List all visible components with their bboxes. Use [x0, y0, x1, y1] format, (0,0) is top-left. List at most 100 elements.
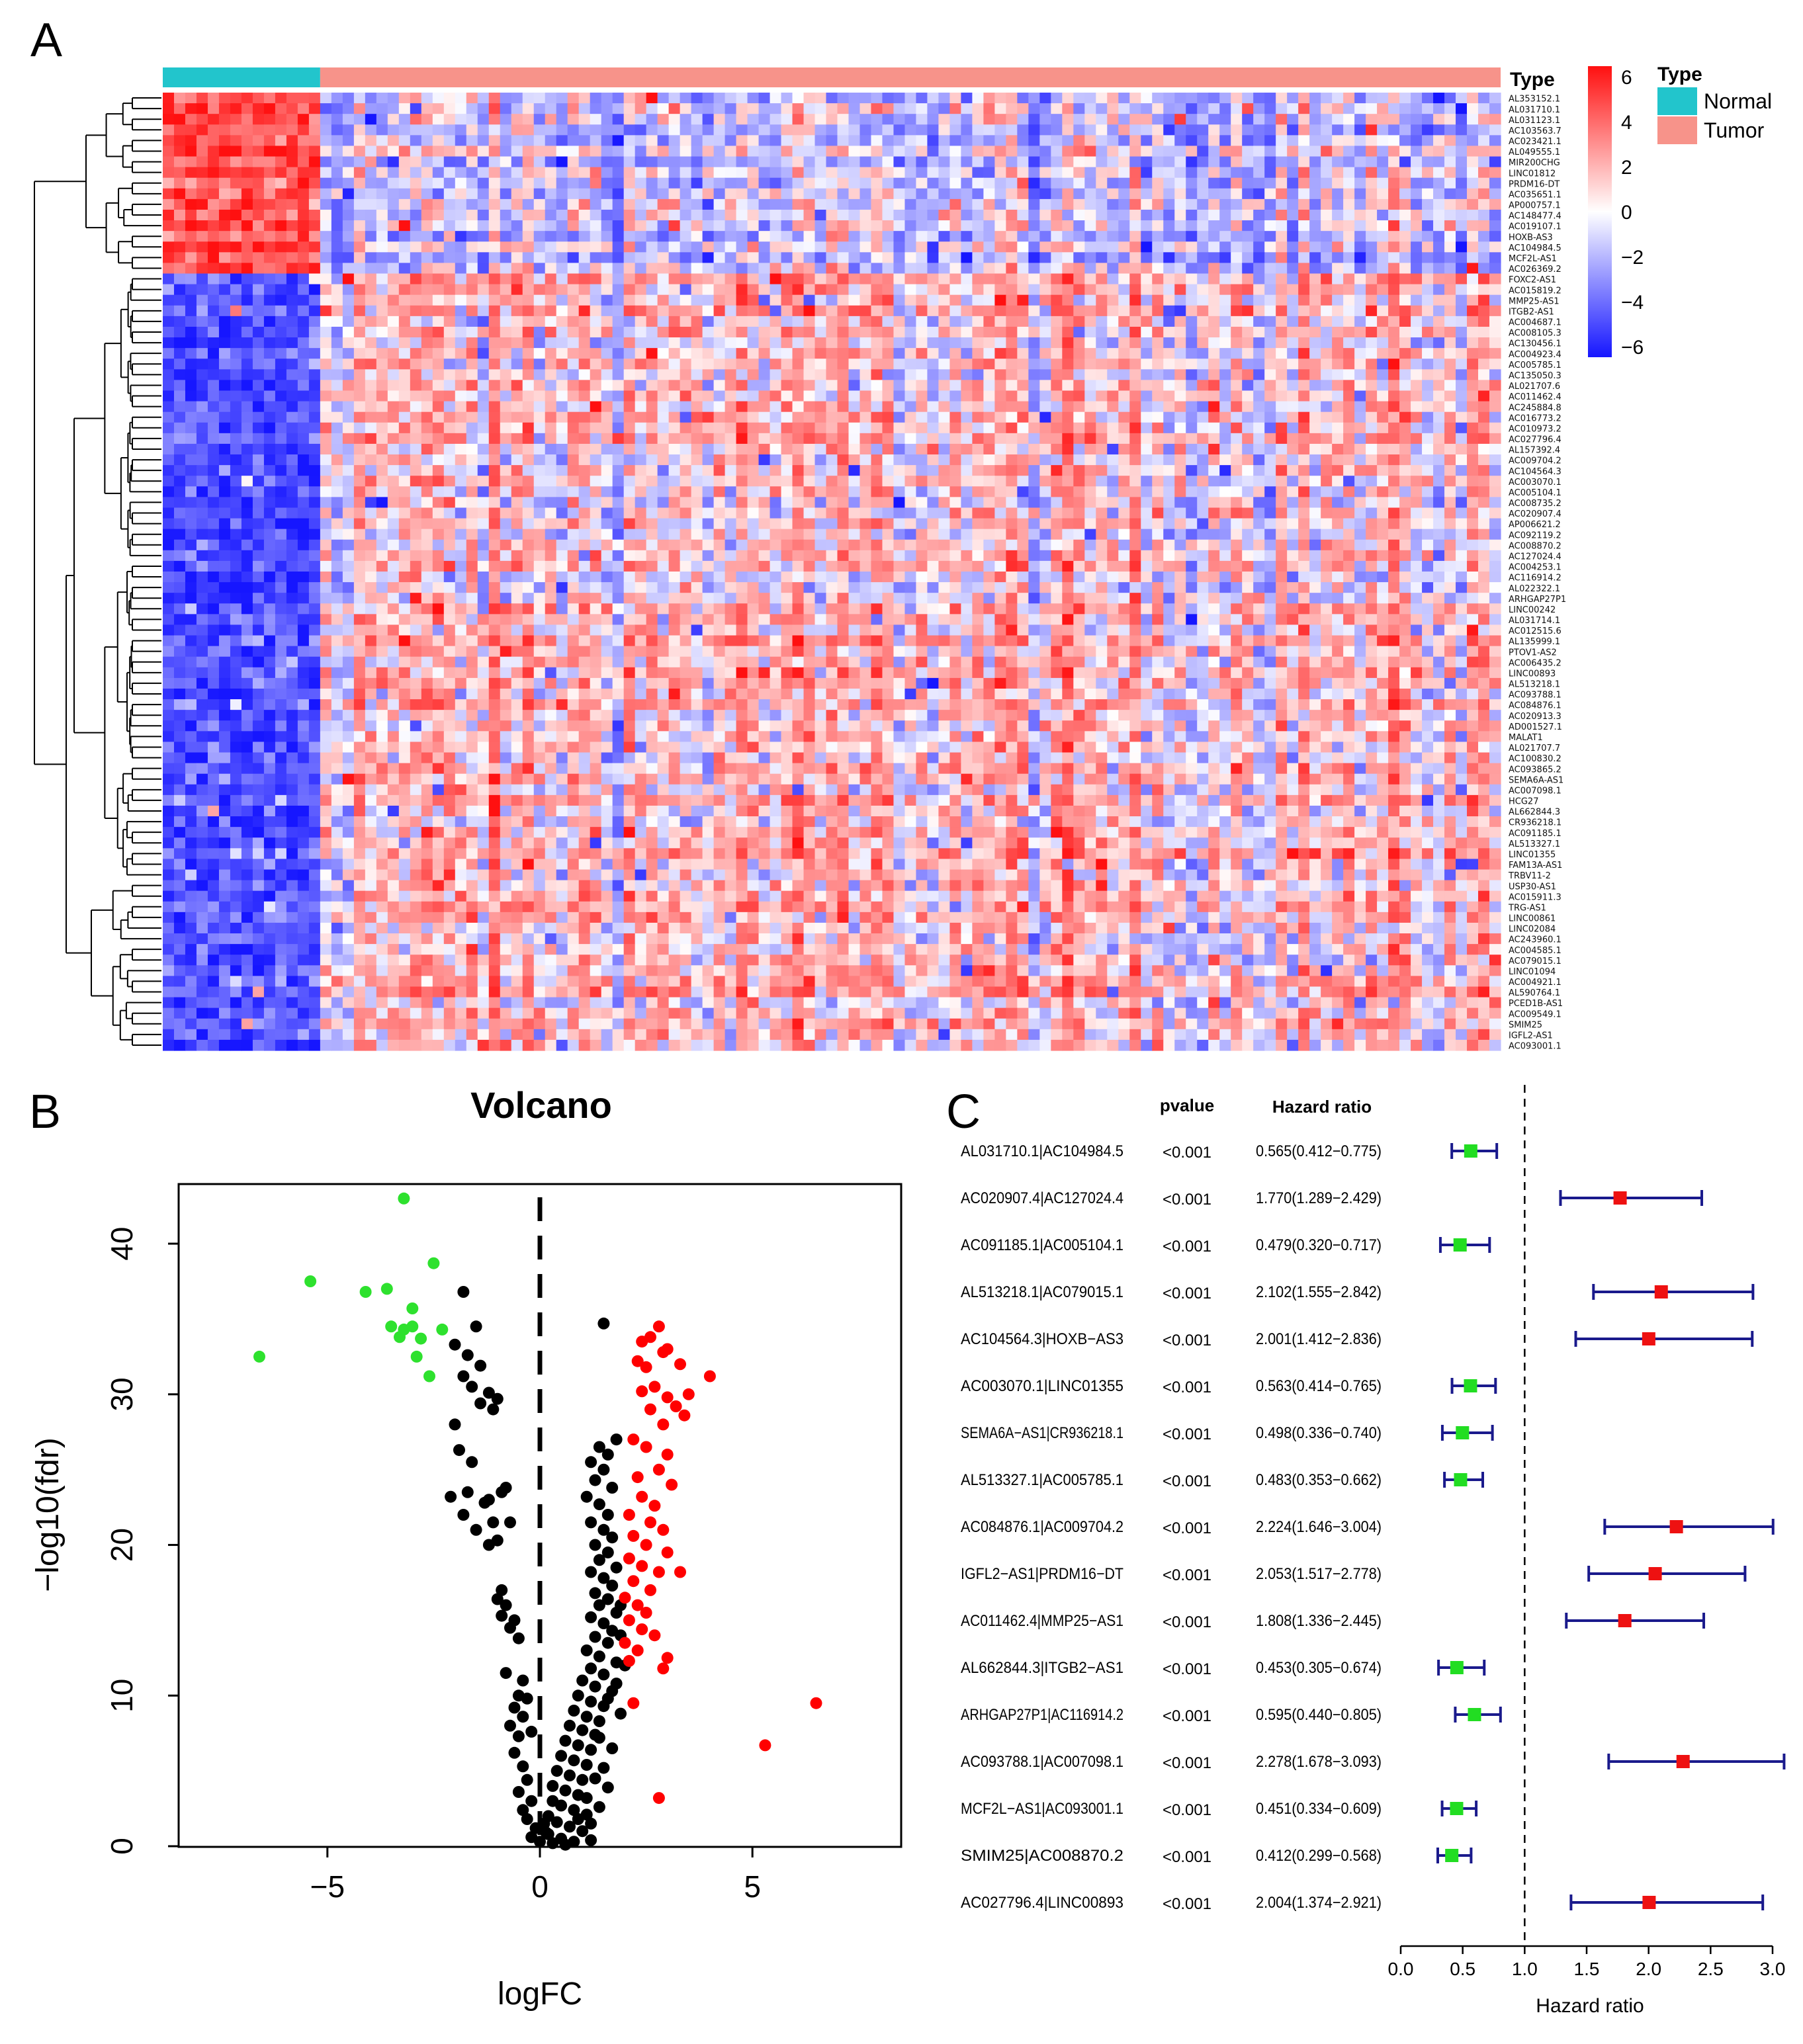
heatmap-cell [275, 326, 287, 338]
heatmap-cell [859, 252, 872, 264]
heatmap-cell [410, 380, 422, 392]
heatmap-cell [1467, 220, 1479, 232]
heatmap-cell [826, 231, 838, 242]
heatmap-cell [601, 380, 613, 392]
heatmap-cell [871, 167, 883, 179]
heatmap-cell [1197, 209, 1209, 221]
heatmap-cell [1152, 348, 1164, 359]
heatmap-cell [432, 465, 445, 476]
heatmap-cell [1163, 294, 1175, 306]
heatmap-cell [1051, 177, 1063, 189]
heatmap-cell [590, 294, 602, 306]
heatmap-cell [1197, 167, 1209, 179]
heatmap-cell [949, 443, 961, 455]
heatmap-cell [241, 433, 253, 445]
heatmap-cell [1017, 359, 1029, 370]
heatmap-cell [590, 93, 602, 104]
heatmap-cell [972, 124, 984, 136]
heatmap-cell [893, 198, 906, 210]
heatmap-cell [623, 124, 636, 136]
heatmap-cell [871, 454, 883, 466]
heatmap-cell [1489, 177, 1501, 189]
heatmap-cell [781, 433, 793, 445]
heatmap-cell [308, 188, 321, 200]
heatmap-cell [994, 359, 1006, 370]
heatmap-cell [477, 316, 490, 327]
heatmap-cell [848, 124, 861, 136]
heatmap-cell [207, 454, 220, 466]
heatmap-cell [421, 231, 433, 242]
heatmap-cell [1219, 124, 1231, 136]
heatmap-cell [1006, 348, 1018, 359]
heatmap-cell [252, 401, 265, 413]
heatmap-cell [826, 369, 838, 380]
heatmap-cell [1174, 369, 1186, 380]
heatmap-cell [747, 220, 760, 232]
heatmap-cell [792, 411, 805, 423]
heatmap-cell [163, 294, 175, 306]
heatmap-cell [365, 454, 377, 466]
heatmap-cell [432, 433, 445, 445]
heatmap-cell [466, 486, 478, 497]
heatmap-cell [702, 348, 715, 359]
heatmap-cell [578, 294, 591, 306]
heatmap-cell [1422, 294, 1434, 306]
heatmap-cell [814, 486, 827, 497]
heatmap-cell [331, 188, 343, 200]
heatmap-cell [1489, 93, 1501, 104]
heatmap-cell [1231, 177, 1243, 189]
heatmap-cell [792, 177, 805, 189]
heatmap-cell [1422, 380, 1434, 392]
heatmap-cell [1062, 390, 1074, 402]
heatmap-cell [668, 146, 681, 157]
heatmap-cell [657, 284, 670, 296]
heatmap-cell [567, 507, 580, 519]
heatmap-cell [601, 188, 613, 200]
heatmap-cell [1478, 433, 1490, 445]
heatmap-cell [533, 369, 546, 380]
heatmap-cell [376, 177, 388, 189]
heatmap-cell [770, 241, 782, 253]
heatmap-cell [803, 465, 816, 476]
heatmap-cell [1197, 476, 1209, 487]
heatmap-cell [353, 209, 366, 221]
heatmap-cell [781, 146, 793, 157]
heatmap-cell [252, 294, 265, 306]
heatmap-cell [702, 465, 715, 476]
heatmap-cell [713, 93, 726, 104]
heatmap-cell [578, 198, 591, 210]
heatmap-cell [837, 124, 850, 136]
heatmap-cell [578, 486, 591, 497]
heatmap-cell [1242, 305, 1254, 317]
heatmap-cell [342, 241, 355, 253]
heatmap-cell [1478, 337, 1490, 349]
heatmap-cell [725, 422, 737, 434]
heatmap-cell [376, 443, 388, 455]
heatmap-cell [781, 231, 793, 242]
heatmap-cell [623, 93, 636, 104]
heatmap-cell [443, 252, 456, 264]
heatmap-cell [1467, 326, 1479, 338]
heatmap-cell [185, 156, 197, 168]
heatmap-cell [578, 135, 591, 147]
heatmap-cell [353, 124, 366, 136]
heatmap-cell [1388, 156, 1400, 168]
heatmap-cell [331, 146, 343, 157]
heatmap-cell [1388, 188, 1400, 200]
heatmap-cell [1073, 284, 1085, 296]
heatmap-cell [781, 177, 793, 189]
heatmap-cell [196, 486, 208, 497]
heatmap-cell [432, 337, 445, 349]
heatmap-cell [163, 305, 175, 317]
heatmap-cell [1219, 177, 1231, 189]
heatmap-cell [241, 263, 253, 275]
heatmap-cell [983, 209, 995, 221]
heatmap-cell [713, 497, 726, 509]
heatmap-cell [1062, 124, 1074, 136]
heatmap-cell [1073, 465, 1085, 476]
heatmap-cell [938, 167, 951, 179]
heatmap-cell [488, 263, 501, 275]
heatmap-cell [511, 305, 523, 317]
heatmap-cell [376, 156, 388, 168]
heatmap-cell [1433, 305, 1445, 317]
